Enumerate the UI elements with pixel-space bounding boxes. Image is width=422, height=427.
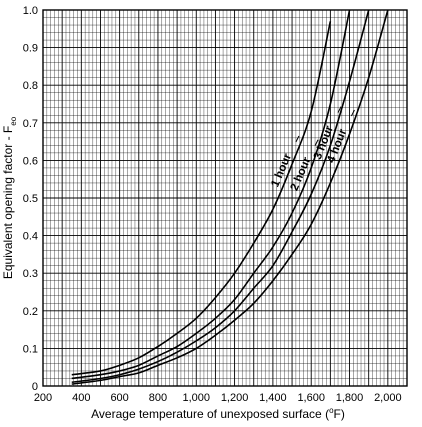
x-tick-label: 1,800 <box>336 392 364 404</box>
grid <box>42 9 408 387</box>
series-label-leader-3 <box>337 106 342 113</box>
series-line-3 <box>71 9 370 384</box>
x-tick-label: 1,600 <box>297 392 325 404</box>
series-label-leader-1 <box>295 135 300 143</box>
series-label-leader-4 <box>350 109 355 117</box>
y-tick-label: 0 <box>32 381 38 393</box>
x-tick-label: 2,000 <box>374 392 402 404</box>
x-axis-title-tail: F) <box>334 407 345 421</box>
y-tick-label: 0.2 <box>23 306 38 318</box>
x-axis-title-main: Average temperature of unexposed surface… <box>91 407 329 421</box>
x-axis-title-superscript: o <box>329 406 334 415</box>
x-tick-label: 200 <box>34 392 52 404</box>
y-axis-title: Equivalent opening factor - Feo <box>1 116 18 279</box>
x-tick-label: 1,400 <box>259 392 287 404</box>
series-line-1 <box>71 21 332 376</box>
x-tick-label: 1,200 <box>221 392 249 404</box>
y-tick-label: 0.6 <box>23 155 38 167</box>
series-line-2 <box>71 9 351 380</box>
y-axis-title-main: Equivalent opening factor - F <box>1 126 15 279</box>
y-tick-label: 0.4 <box>23 231 38 243</box>
y-tick-label: 1.0 <box>23 5 38 17</box>
y-tick-label: 0.8 <box>23 80 38 92</box>
x-tick-label: 1,000 <box>182 392 210 404</box>
plot-frame <box>42 9 408 387</box>
y-tick-label: 0.1 <box>23 343 38 355</box>
series-label-leader-2 <box>314 139 319 146</box>
y-tick-label: 0.7 <box>23 118 38 130</box>
x-tick-label: 800 <box>149 392 167 404</box>
curves <box>71 9 389 385</box>
ticks: 200 400 600 800 1,000 1,200 1,400 1,600 1,800 2,0… <box>23 5 402 404</box>
series-line-4 <box>71 9 389 385</box>
y-tick-label: 0.3 <box>23 268 38 280</box>
y-tick-label: 0.9 <box>23 43 38 55</box>
y-tick-label: 0.5 <box>23 193 38 205</box>
x-tick-label: 400 <box>72 392 90 404</box>
y-axis-title-subscript: eo <box>9 116 18 125</box>
x-axis-title: Average temperature of unexposed surface… <box>91 406 345 421</box>
x-tick-label: 600 <box>110 392 128 404</box>
